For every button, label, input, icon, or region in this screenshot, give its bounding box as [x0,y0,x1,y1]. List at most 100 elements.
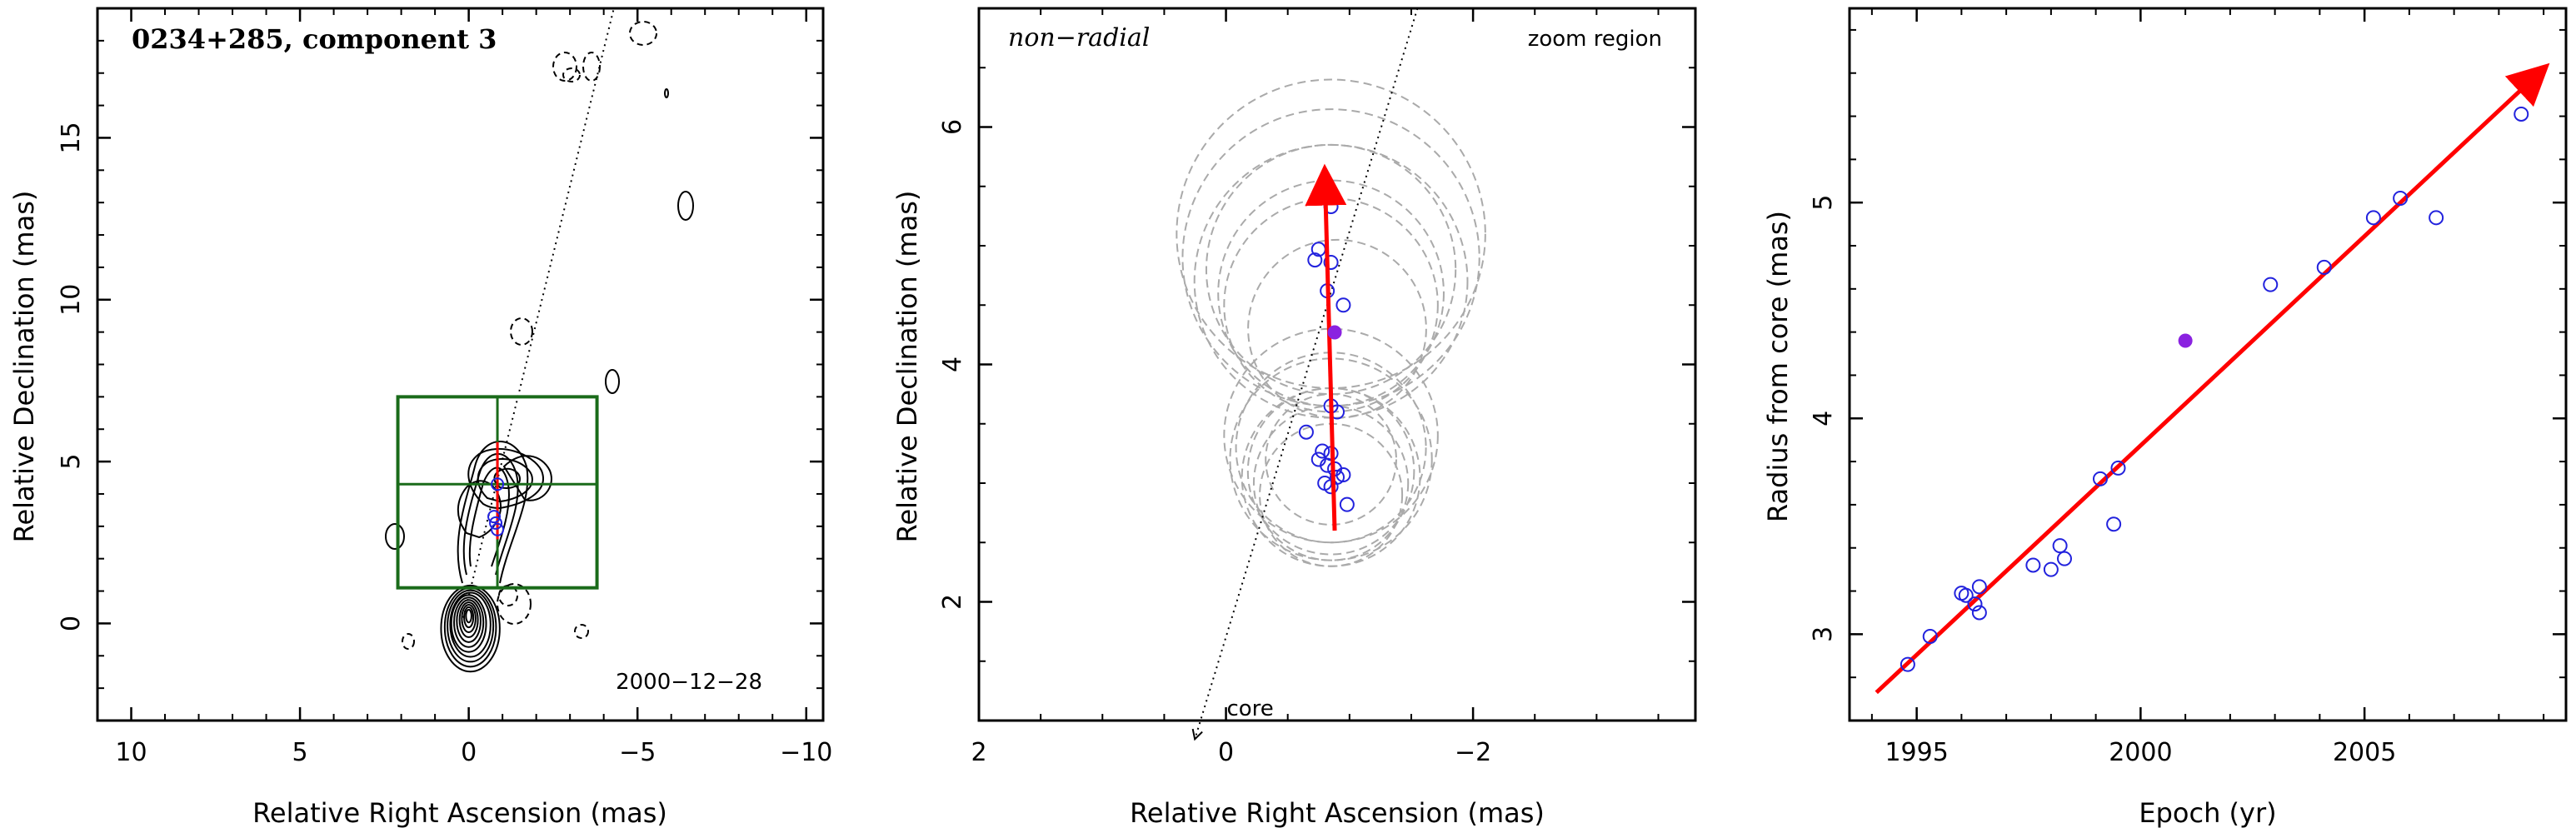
position-point [1335,297,1351,313]
p1-x-tick-label: 5 [292,738,308,767]
positive-contour [605,369,620,394]
position-point [1323,254,1339,270]
p2-y-tick-label: 4 [938,357,967,372]
positive-contour [664,88,669,98]
radius-point [2429,210,2444,226]
panel-zoom-region: 2 0 −2 2 4 6 core non−radial zoom region Rela… [891,7,1697,829]
p2-y-tick-label: 6 [938,119,967,135]
radius-point [1971,605,1987,621]
radius-point [2043,561,2059,577]
negative-contour [562,67,581,82]
core-contour [449,591,492,658]
panel2-zoom-region-label: zoom region [1528,27,1662,52]
radius-point [2025,557,2041,573]
jet-contour [462,452,519,576]
p3-x-tick-label: 1995 [1885,738,1948,767]
p2-x-tick-label: 2 [971,738,986,767]
negative-contour [574,624,589,639]
core-contour [461,604,477,634]
uncertainty-circle [1205,143,1457,396]
positive-contour [385,523,405,550]
highlight-point [2178,333,2193,348]
uncertainty-circles [1176,78,1486,567]
uncertainty-circle [1223,327,1439,544]
radius-point [2316,259,2332,275]
position-point [1298,424,1314,440]
panel2-x-axis-label: Relative Right Ascension (mas) [1130,797,1545,829]
negative-contour [497,583,532,625]
radius-point [2365,210,2381,226]
p1-y-tick-label: 15 [57,122,86,153]
p3-y-tick-label: 3 [1809,626,1838,642]
panel1-x-axis-label: Relative Right Ascension (mas) [252,797,667,829]
motion-vector [1305,163,1347,531]
radius-point [1922,628,1938,644]
p1-x-tick-label: 0 [461,738,477,767]
core-label: core [1226,696,1273,721]
radius-point [1967,596,1983,612]
panel3-ticks: 1995 2000 2005 3 4 5 [1809,8,2566,767]
p1-y-tick-label: 0 [57,616,86,631]
radius-point [2093,471,2108,486]
p2-x-tick-label: 0 [1218,738,1234,767]
jet-contour [477,458,533,503]
highlight-point [1327,325,1342,340]
component-point [489,516,503,530]
p3-y-tick-label: 5 [1809,195,1838,211]
negative-contour [510,317,533,346]
position-point [1307,252,1323,268]
negative-contour [498,585,518,606]
position-point [1323,479,1339,495]
panel1-epoch-label: 2000−12−28 [616,670,762,695]
component-point [491,522,505,536]
core-contour [450,594,487,653]
jet-axis-line [1195,7,1419,738]
core-contour [458,601,479,638]
negative-contour [552,52,577,82]
jet-axis-line [461,7,615,624]
panel3-content [1875,62,2550,695]
p1-y-tick-label: 10 [57,284,86,316]
panel1-title: 0234+285, component 3 [132,23,497,55]
position-point [1335,467,1351,483]
panel2-y-axis-label: Relative Declination (mas) [891,191,923,543]
panel3-x-axis-label: Epoch (yr) [2139,797,2276,829]
negative-contour [629,21,657,46]
panel1-content [385,7,694,673]
radius-point [2263,277,2279,292]
p1-y-tick-label: 5 [57,454,86,470]
core-contour [440,584,501,673]
negative-contour [582,52,601,82]
panel2-frame [977,7,1697,722]
panel-radius-vs-epoch: 1995 2000 2005 3 4 5 Epoch (yr) Radius from c… [1762,7,2568,829]
position-point [1339,496,1355,512]
p1-x-tick-label: 10 [115,738,147,767]
radius-point [2057,551,2072,566]
negative-contour [402,633,415,650]
p2-x-tick-label: −2 [1455,738,1491,767]
core-contour [456,599,482,643]
panel2-content: core [1176,7,1486,738]
jet-contour [493,467,522,489]
p3-y-tick-label: 4 [1809,411,1838,426]
radius-point [1900,656,1915,672]
radius-point [2106,516,2122,532]
radius-point [2393,191,2409,206]
p1-x-tick-label: −5 [619,738,656,767]
radius-point [1958,587,1974,603]
jet-contour [502,455,552,501]
panel2-ticks: 2 0 −2 2 4 6 [938,7,1695,767]
panel2-nonradial-label: non−radial [1008,23,1150,52]
component-point [491,477,505,491]
jet-contour [467,447,544,510]
core-contour [453,596,485,648]
position-point [1315,443,1330,459]
radius-point [2052,538,2068,554]
p3-x-tick-label: 2000 [2109,738,2172,767]
radius-point [2110,460,2126,476]
core-contour [465,608,472,624]
fit-line [1875,62,2550,695]
panel1-y-axis-label: Relative Declination (mas) [8,191,40,543]
core-contour [447,589,495,663]
panel1-ticks: 10 5 0 −5 −10 0 5 10 15 [57,7,832,767]
